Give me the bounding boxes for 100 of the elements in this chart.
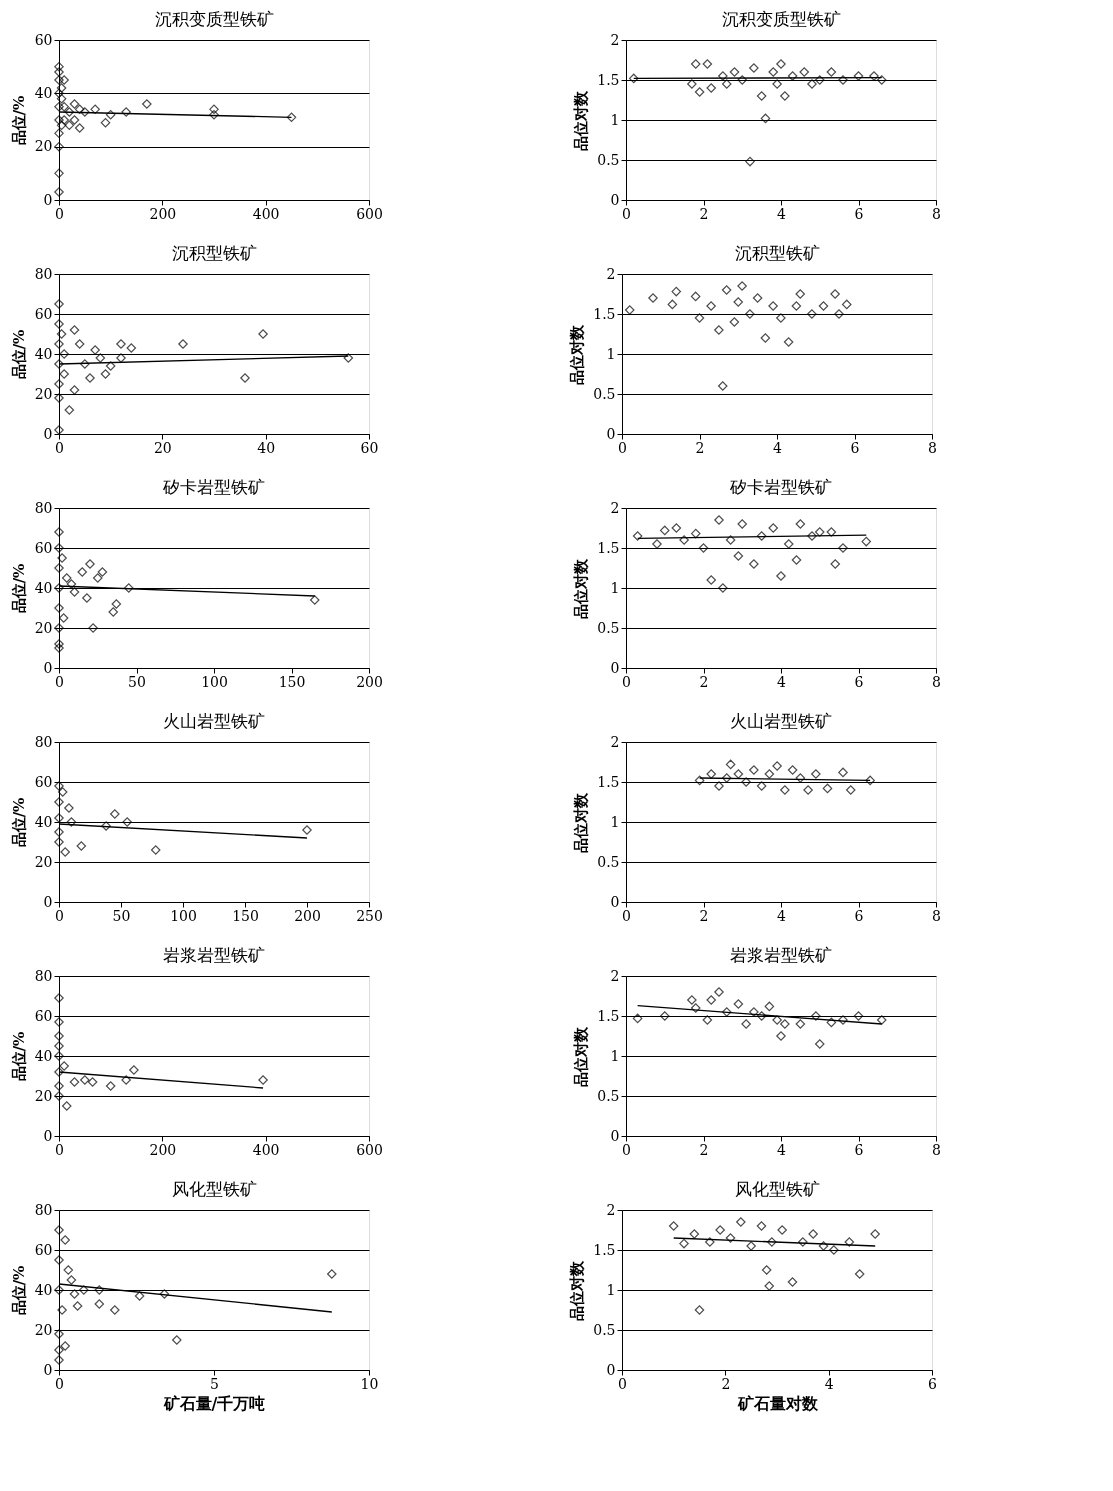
point <box>632 531 643 541</box>
point <box>59 349 69 359</box>
point <box>258 1075 268 1085</box>
y-axis-title: 品位对数 <box>572 791 591 853</box>
y-tick-label: 40 <box>34 813 53 830</box>
point <box>54 639 64 649</box>
point <box>88 623 98 633</box>
y-tick-label: 0.5 <box>597 151 620 168</box>
x-tick-label: 0 <box>55 1141 64 1158</box>
y-tick-label: 0.5 <box>597 619 620 636</box>
point <box>54 527 64 537</box>
point <box>69 115 80 125</box>
point <box>694 313 705 323</box>
y-tick-label: 1.5 <box>593 305 616 322</box>
point <box>838 1015 848 1025</box>
x-tick-label: 100 <box>201 673 228 690</box>
y-tick-label: 20 <box>34 1321 53 1338</box>
point <box>82 593 92 603</box>
y-tick-label: 1 <box>606 1281 616 1298</box>
point <box>123 583 134 593</box>
point <box>721 285 732 295</box>
point <box>876 75 887 85</box>
x-tick-label: 6 <box>854 1141 864 1158</box>
point <box>60 1235 70 1245</box>
point <box>838 543 848 553</box>
point <box>780 785 790 795</box>
point <box>725 1233 736 1243</box>
point <box>745 156 755 167</box>
y-tick-label: 1 <box>610 813 620 830</box>
point <box>95 353 106 363</box>
point <box>690 291 701 302</box>
point <box>811 769 821 779</box>
x-tick-label: 200 <box>294 907 321 924</box>
point <box>814 75 825 85</box>
point <box>844 1237 855 1247</box>
point <box>57 553 67 563</box>
point <box>768 301 778 311</box>
y-tick-label: 1 <box>610 111 620 128</box>
y-axis-title: 品位对数 <box>572 1025 591 1087</box>
y-tick-label: 20 <box>34 619 53 636</box>
point <box>54 128 64 139</box>
point <box>56 120 67 131</box>
point <box>841 299 852 310</box>
point <box>861 536 872 547</box>
chart-title: 沉积变质型铁矿 <box>154 9 274 29</box>
point <box>869 71 879 81</box>
point <box>101 821 111 831</box>
point <box>814 527 825 537</box>
point <box>85 373 95 383</box>
point <box>69 1289 80 1299</box>
point <box>853 1011 864 1021</box>
point <box>110 809 120 819</box>
point <box>628 73 639 84</box>
point <box>116 339 126 349</box>
y-axis-title: 品位/% <box>9 95 28 146</box>
point <box>80 359 90 369</box>
y-tick-label: 80 <box>34 967 53 984</box>
chart-title: 岩浆岩型铁矿 <box>163 945 265 965</box>
point <box>870 1229 880 1239</box>
point <box>61 573 72 583</box>
y-tick-label: 60 <box>34 1241 53 1258</box>
point <box>764 1001 775 1012</box>
y-tick-label: 0 <box>43 425 53 442</box>
x-tick-label: 6 <box>854 907 864 924</box>
point <box>772 761 782 771</box>
point <box>54 1081 64 1091</box>
point <box>54 1031 64 1041</box>
point <box>694 1305 705 1315</box>
point <box>702 1015 713 1025</box>
point <box>134 1291 145 1301</box>
y-tick-label: 1.5 <box>597 539 620 556</box>
point <box>760 113 771 124</box>
point <box>690 528 701 539</box>
point <box>54 379 64 389</box>
point <box>56 329 67 339</box>
point <box>822 783 833 794</box>
point <box>733 297 744 307</box>
point <box>756 781 767 791</box>
point <box>126 343 137 353</box>
point <box>94 1299 105 1309</box>
point <box>767 1237 777 1247</box>
x-tick-label: 5 <box>210 1375 219 1392</box>
x-tick-label: 100 <box>170 907 197 924</box>
point <box>66 1275 77 1285</box>
y-tick-label: 20 <box>34 138 53 155</box>
point <box>54 1225 64 1235</box>
point <box>624 305 635 315</box>
y-tick-label: 1.5 <box>597 1007 620 1024</box>
y-tick-label: 1 <box>610 579 620 596</box>
point <box>668 1221 679 1231</box>
point <box>343 353 354 363</box>
point <box>90 104 100 115</box>
x-tick-label: 150 <box>232 907 259 924</box>
point <box>54 75 64 85</box>
point <box>791 555 802 565</box>
point <box>54 67 64 77</box>
point <box>776 571 786 581</box>
point <box>159 1289 170 1299</box>
point <box>69 1077 80 1087</box>
point <box>752 293 763 303</box>
